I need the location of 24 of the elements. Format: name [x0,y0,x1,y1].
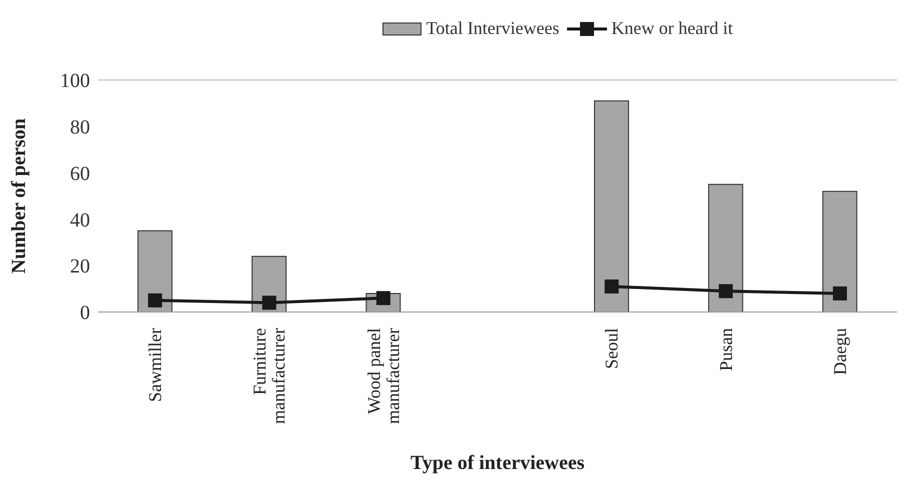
x-tick-label: Sawmiller [145,328,166,402]
point [148,293,162,308]
y-tick-label: 40 [70,209,90,232]
y-axis-title: Number of person [8,118,30,274]
y-tick-label: 100 [60,70,90,92]
bar [822,190,858,312]
point [604,279,619,294]
y-tick-label: 20 [70,256,90,278]
point [718,284,733,298]
legend-label: Total Interviewees [426,18,560,39]
x-tick-label: Furniture manufacturer [250,328,289,424]
bar [594,100,630,312]
point [832,286,847,300]
x-tick-label: Daegu [830,328,850,375]
bar [708,184,744,312]
y-tick-label: 0 [80,302,90,324]
y-tick-label: 80 [70,116,90,138]
legend-label: Knew or heard it [611,18,733,39]
y-tick-label: 60 [70,162,90,185]
point [262,296,276,310]
x-axis-title: Type of interviewees [410,452,585,474]
x-tick-label: Pusan [716,328,736,372]
bar [137,230,172,312]
x-tick-label: Seoul [602,328,622,370]
